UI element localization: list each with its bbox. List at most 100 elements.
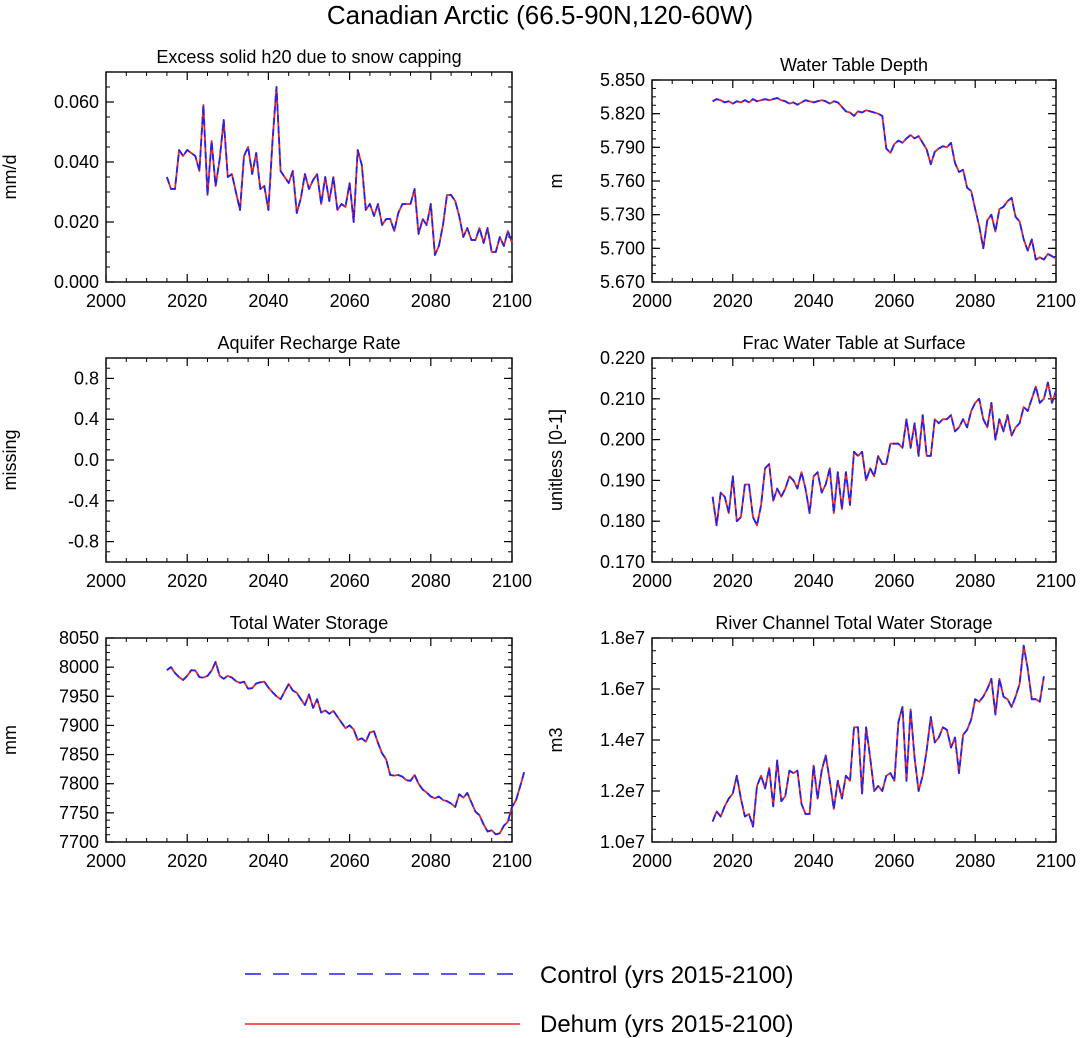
x-tick-label: 2040 (248, 851, 288, 871)
x-tick-label: 2000 (86, 291, 126, 311)
panel-title: Total Water Storage (230, 613, 388, 633)
y-tick-label: 0.040 (54, 152, 99, 172)
y-tick-label: -0.8 (68, 532, 99, 552)
y-tick-label: 0.000 (54, 272, 99, 292)
series-line-control (712, 97, 1057, 261)
panel-1: Excess solid h20 due to snow capping mm/d… (0, 47, 532, 311)
y-tick-label: 1.4e7 (600, 730, 645, 750)
series-line-control (166, 661, 526, 836)
x-tick-label: 2060 (330, 291, 370, 311)
x-tick-label: 2100 (1036, 291, 1076, 311)
y-tick-label: 0.4 (74, 409, 99, 429)
y-axis-label: mm (0, 725, 20, 755)
y-axis-label: m (546, 174, 566, 189)
y-tick-label: 7800 (59, 774, 99, 794)
y-tick-label: -0.4 (68, 491, 99, 511)
x-tick-label: 2080 (955, 291, 995, 311)
legend-control-label: Control (yrs 2015-2100) (540, 962, 793, 989)
x-tick-label: 2040 (248, 571, 288, 591)
panels: Excess solid h20 due to snow capping mm/d… (0, 47, 1076, 871)
legend-dehum-label: Dehum (yrs 2015-2100) (540, 1011, 793, 1038)
x-tick-label: 2100 (1036, 851, 1076, 871)
figure-title: Canadian Arctic (66.5-90N,120-60W) (327, 0, 753, 30)
x-tick-label: 2100 (1036, 571, 1076, 591)
y-tick-label: 8000 (59, 657, 99, 677)
x-tick-label: 2040 (248, 291, 288, 311)
x-tick-label: 2060 (874, 291, 914, 311)
x-tick-label: 2020 (713, 291, 753, 311)
y-tick-label: 7700 (59, 832, 99, 852)
panel-title: Water Table Depth (780, 55, 928, 75)
x-tick-label: 2100 (492, 291, 532, 311)
y-tick-label: 0.0 (74, 450, 99, 470)
x-tick-label: 2100 (492, 571, 532, 591)
y-tick-label: 7900 (59, 715, 99, 735)
y-tick-label: 5.820 (600, 104, 645, 124)
plot-frame (105, 637, 513, 843)
y-tick-label: 5.670 (600, 272, 645, 292)
panel-2: Water Table Depth m 2000 2020 2040 2060 2080 21… (546, 55, 1076, 311)
y-tick-label: 0.200 (600, 430, 645, 450)
y-axis-label: m3 (546, 727, 566, 752)
y-tick-label: 0.060 (54, 92, 99, 112)
x-tick-label: 2080 (411, 571, 451, 591)
y-tick-label: 0.210 (600, 389, 645, 409)
panel-4: Frac Water Table at Surface unitless [0-1… (546, 333, 1076, 591)
series-line-dehum (166, 86, 513, 256)
y-axis-label: missing (0, 429, 20, 490)
x-tick-label: 2020 (713, 571, 753, 591)
x-tick-label: 2020 (167, 291, 207, 311)
x-tick-label: 2000 (632, 291, 672, 311)
panel-title: River Channel Total Water Storage (715, 613, 992, 633)
x-tick-label: 2060 (330, 571, 370, 591)
series-line-dehum (712, 97, 1057, 261)
y-tick-label: 7750 (59, 803, 99, 823)
panel-title: Excess solid h20 due to snow capping (156, 47, 461, 67)
series-line-control (166, 86, 513, 256)
x-tick-label: 2080 (411, 851, 451, 871)
x-tick-label: 2060 (874, 571, 914, 591)
y-tick-label: 0.8 (74, 368, 99, 388)
x-tick-label: 2040 (794, 571, 834, 591)
y-tick-label: 5.730 (600, 205, 645, 225)
plot-frame (105, 357, 513, 563)
y-tick-label: 8050 (59, 628, 99, 648)
y-tick-label: 1.6e7 (600, 679, 645, 699)
x-tick-label: 2000 (632, 851, 672, 871)
x-tick-label: 2060 (330, 851, 370, 871)
plot-frame (651, 79, 1057, 283)
series-line-dehum (711, 644, 1045, 828)
x-tick-label: 2040 (794, 851, 834, 871)
panel-title: Frac Water Table at Surface (742, 333, 965, 353)
y-tick-label: 7850 (59, 745, 99, 765)
y-tick-label: 5.790 (600, 137, 645, 157)
y-tick-label: 0.190 (600, 470, 645, 490)
y-tick-label: 0.020 (54, 212, 99, 232)
x-tick-label: 2080 (411, 291, 451, 311)
x-tick-label: 2020 (167, 851, 207, 871)
panel-6: River Channel Total Water Storage m3 2000 2… (546, 613, 1076, 871)
x-tick-label: 2000 (86, 851, 126, 871)
y-tick-label: 1.2e7 (600, 781, 645, 801)
x-tick-label: 2000 (86, 571, 126, 591)
y-tick-label: 0.220 (600, 348, 645, 368)
y-tick-label: 1.0e7 (600, 832, 645, 852)
y-tick-label: 5.850 (600, 70, 645, 90)
y-tick-label: 5.760 (600, 171, 645, 191)
panel-title: Aquifer Recharge Rate (217, 333, 400, 353)
y-tick-label: 5.700 (600, 238, 645, 258)
legend: Control (yrs 2015-2100) Dehum (yrs 2015-… (245, 962, 793, 1038)
series-line-control (711, 644, 1045, 828)
y-tick-label: 0.170 (600, 552, 645, 572)
y-axis-label: mm/d (0, 155, 20, 200)
x-tick-label: 2100 (492, 851, 532, 871)
x-tick-label: 2060 (874, 851, 914, 871)
x-tick-label: 2080 (955, 571, 995, 591)
x-tick-label: 2000 (632, 571, 672, 591)
x-tick-label: 2040 (794, 291, 834, 311)
series-line-dehum (711, 381, 1057, 527)
y-tick-label: 1.8e7 (600, 628, 645, 648)
plot-frame (651, 637, 1057, 843)
x-tick-label: 2020 (167, 571, 207, 591)
